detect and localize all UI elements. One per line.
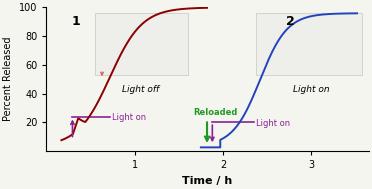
Text: Light off: Light off <box>122 85 160 94</box>
Y-axis label: Percent Released: Percent Released <box>3 37 13 122</box>
FancyBboxPatch shape <box>256 13 362 75</box>
Text: Light on: Light on <box>293 85 330 94</box>
Text: Light on: Light on <box>256 119 290 128</box>
Text: Light on: Light on <box>112 113 146 122</box>
FancyBboxPatch shape <box>95 13 187 75</box>
X-axis label: Time / h: Time / h <box>182 176 232 186</box>
Text: Reloaded: Reloaded <box>193 108 237 116</box>
Text: 1: 1 <box>71 15 80 28</box>
Text: 2: 2 <box>286 15 295 28</box>
